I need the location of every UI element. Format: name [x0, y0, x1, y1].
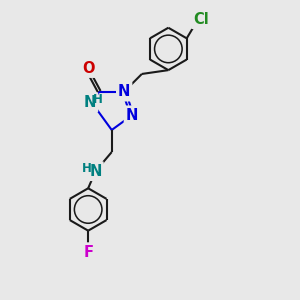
Text: N: N	[117, 82, 131, 100]
Text: N: N	[89, 164, 102, 179]
Text: N: N	[83, 93, 98, 111]
Text: N: N	[126, 108, 138, 123]
Text: N: N	[84, 95, 96, 110]
Text: F: F	[83, 245, 93, 260]
Text: N: N	[88, 162, 103, 180]
Text: F: F	[82, 243, 94, 261]
Text: Cl: Cl	[194, 12, 209, 27]
Text: O: O	[83, 61, 95, 76]
Text: H: H	[82, 162, 92, 175]
Text: N: N	[124, 106, 139, 124]
Text: N: N	[118, 84, 130, 99]
Text: H: H	[93, 93, 103, 106]
Text: Cl: Cl	[192, 10, 211, 28]
Text: O: O	[82, 59, 96, 77]
